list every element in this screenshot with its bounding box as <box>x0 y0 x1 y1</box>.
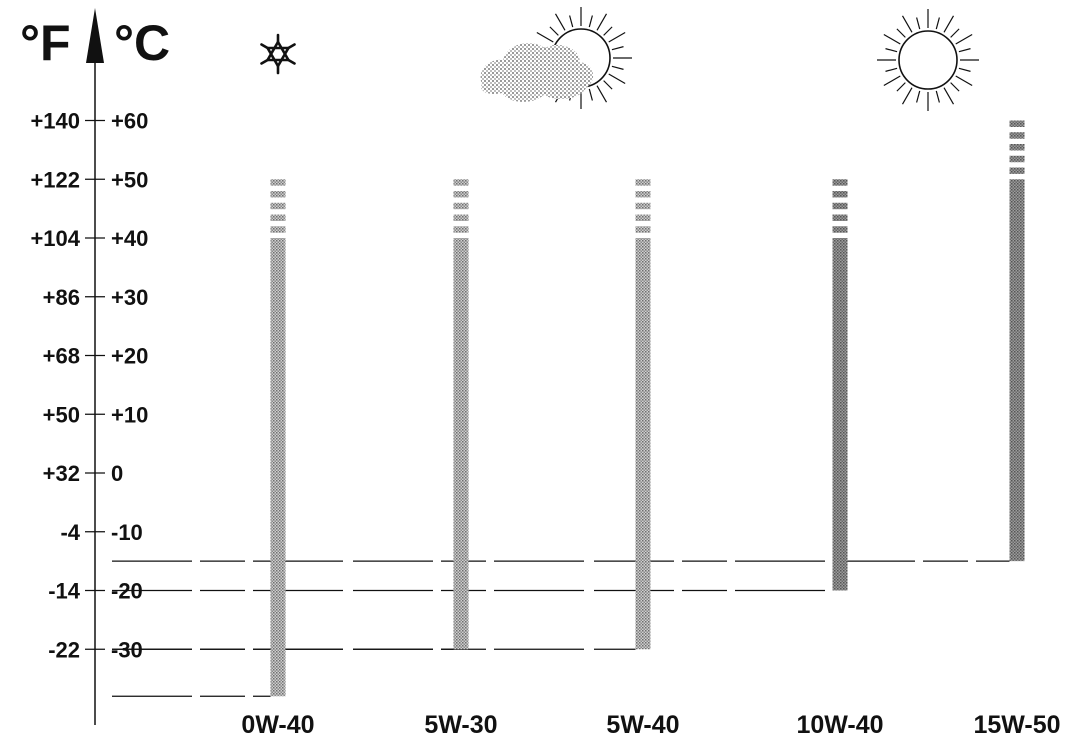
extended-range-segment <box>453 214 469 221</box>
axis-arrow-icon <box>86 8 104 63</box>
extended-range-segment <box>635 191 651 198</box>
fahrenheit-tick-label: +68 <box>43 344 80 369</box>
fahrenheit-tick-label: +122 <box>30 167 80 192</box>
fahrenheit-tick-label: +104 <box>30 226 80 251</box>
temperature-axis <box>86 8 104 725</box>
extended-range-segment <box>270 214 286 221</box>
celsius-tick-label: 0 <box>111 461 123 486</box>
viscosity-bar <box>1009 179 1025 562</box>
celsius-unit-label: °C <box>114 15 171 71</box>
extended-range-segment <box>832 191 848 198</box>
fahrenheit-tick-label: +50 <box>43 402 80 427</box>
viscosity-bars <box>270 120 1025 697</box>
fahrenheit-unit-label: °F <box>20 15 71 71</box>
celsius-tick-label: +10 <box>111 402 148 427</box>
extended-range-segment <box>635 202 651 210</box>
extended-range-segment <box>1009 120 1025 127</box>
celsius-tick-label: -10 <box>111 520 143 545</box>
celsius-tick-label: +40 <box>111 226 148 251</box>
extended-range-segment <box>453 179 469 186</box>
extended-range-segment <box>1009 144 1025 151</box>
celsius-tick-label: +30 <box>111 285 148 310</box>
extended-range-segment <box>1009 167 1025 174</box>
cloud-sun-icon <box>480 7 632 109</box>
extended-range-segment <box>453 202 469 210</box>
extended-range-segment <box>635 179 651 186</box>
viscosity-bar <box>635 238 651 650</box>
fahrenheit-tick-label: +86 <box>43 285 80 310</box>
extended-range-segment <box>832 179 848 186</box>
category-label: 0W-40 <box>241 711 314 739</box>
snowflake-icon <box>260 33 296 75</box>
extended-range-segment <box>270 226 286 233</box>
celsius-tick-label: +20 <box>111 344 148 369</box>
axis-ticks: +140 +60 +122 +50 +104 +40 +86 +30 +68 +20 +50 +10 +… <box>30 109 148 663</box>
extended-range-segment <box>832 214 848 221</box>
category-labels: 0W-40 5W-30 5W-40 10W-40 15W-50 <box>241 711 1060 739</box>
extended-range-segment <box>1009 155 1025 163</box>
extended-range-segment <box>453 226 469 233</box>
fahrenheit-tick-label: -14 <box>48 579 81 604</box>
fahrenheit-tick-label: +32 <box>43 461 80 486</box>
category-label: 10W-40 <box>796 711 883 739</box>
extended-range-segment <box>832 226 848 233</box>
fahrenheit-tick-label: -4 <box>60 520 80 545</box>
viscosity-bar <box>453 238 469 650</box>
category-label: 5W-40 <box>606 711 679 739</box>
celsius-tick-label: +60 <box>111 109 148 134</box>
fahrenheit-tick-label: +140 <box>30 109 80 134</box>
temperature-limit-lines <box>112 560 1010 697</box>
sun-icon <box>877 9 979 111</box>
extended-range-segment <box>1009 132 1025 139</box>
extended-range-segment <box>635 226 651 233</box>
extended-range-segment <box>453 191 469 198</box>
category-label: 15W-50 <box>973 711 1060 739</box>
extended-range-segment <box>270 191 286 198</box>
fahrenheit-tick-label: -22 <box>48 637 80 662</box>
viscosity-bar <box>832 238 848 591</box>
viscosity-bar <box>270 238 286 697</box>
celsius-tick-label: +50 <box>111 167 148 192</box>
extended-range-segment <box>635 214 651 221</box>
extended-range-segment <box>832 202 848 210</box>
extended-range-segment <box>270 202 286 210</box>
extended-range-segment <box>270 179 286 186</box>
category-label: 5W-30 <box>424 711 497 739</box>
